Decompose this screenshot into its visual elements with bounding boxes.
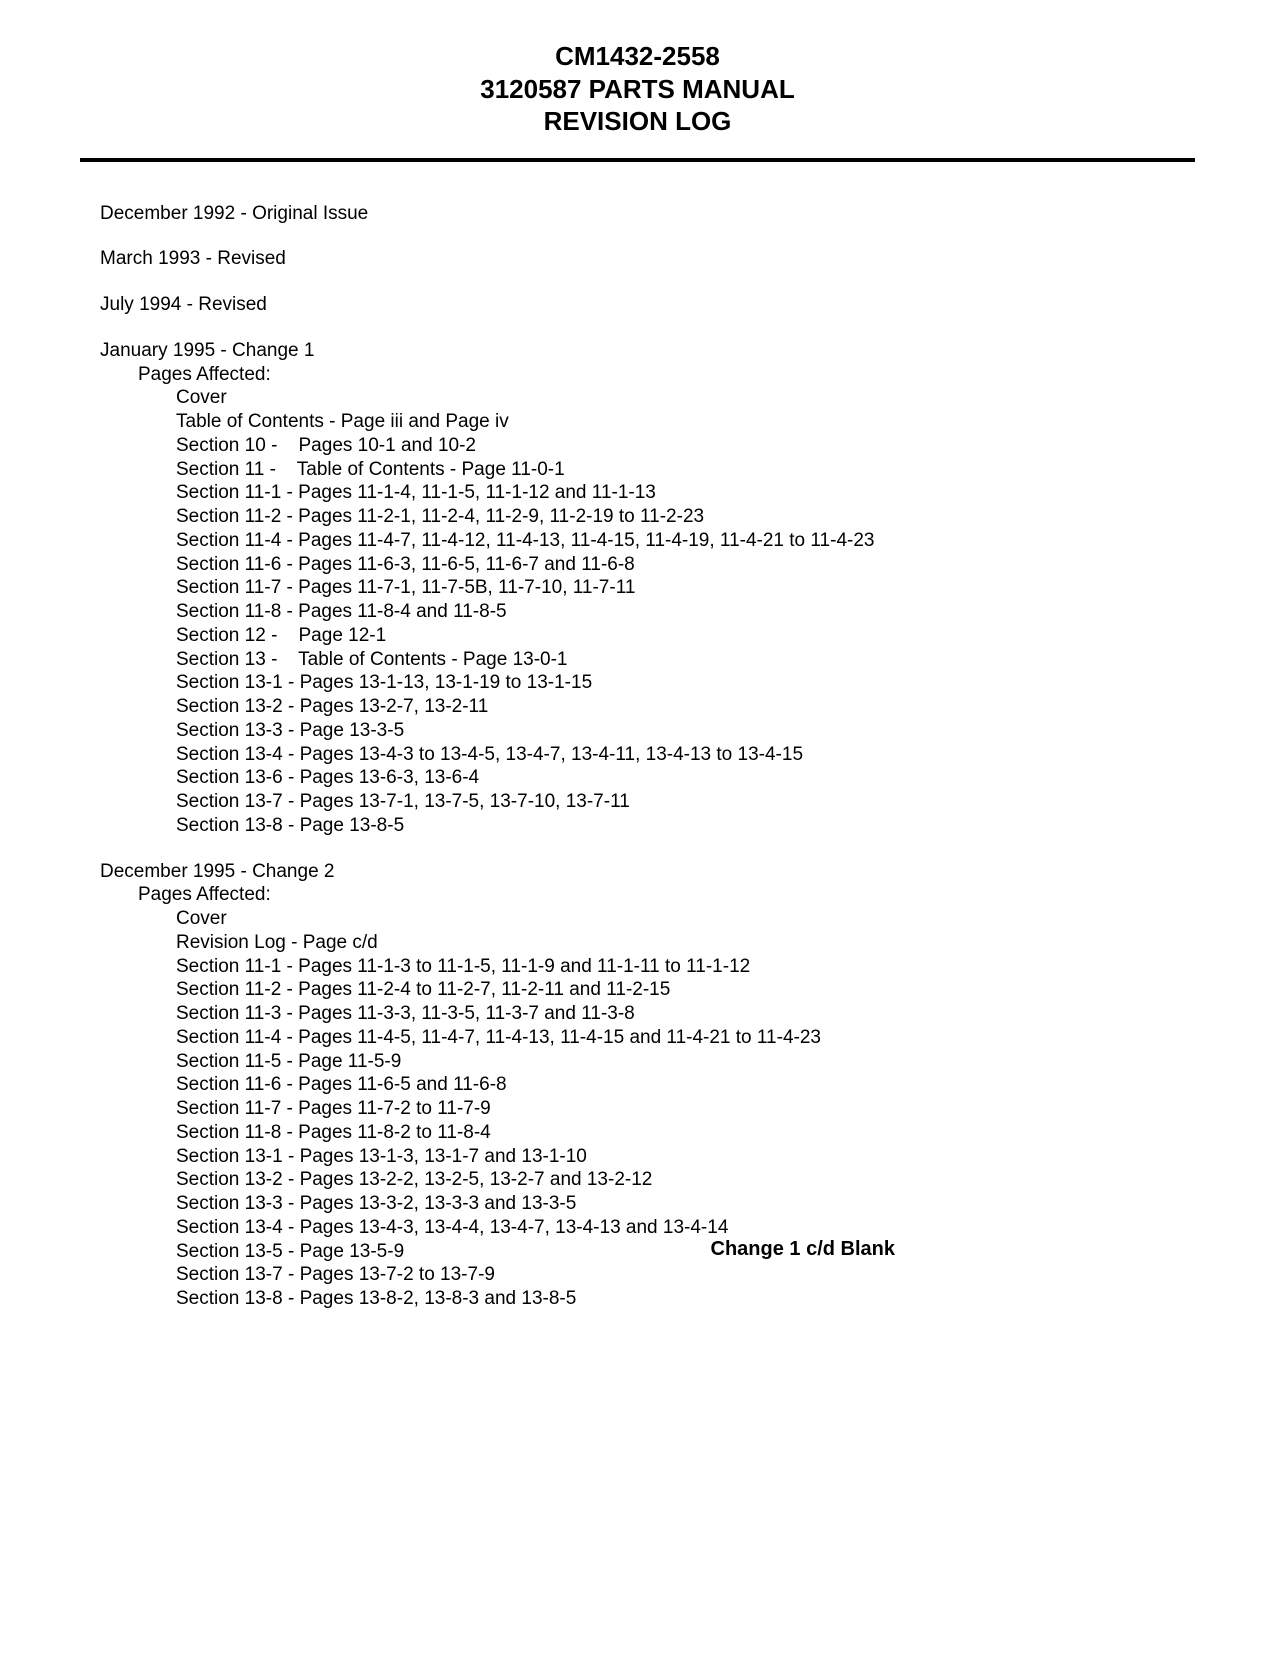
affected-line: Section 11-1 - Pages 11-1-4, 11-1-5, 11-… — [176, 481, 1195, 505]
page: CM1432-2558 3120587 PARTS MANUAL REVISIO… — [0, 0, 1275, 1656]
affected-line: Section 13-3 - Pages 13-3-2, 13-3-3 and … — [176, 1192, 1195, 1216]
revision-entry-heading: December 1992 - Original Issue — [100, 202, 1195, 226]
affected-line: Section 11-8 - Pages 11-8-2 to 11-8-4 — [176, 1121, 1195, 1145]
affected-line: Section 11-7 - Pages 11-7-1, 11-7-5B, 11… — [176, 576, 1195, 600]
revision-entry: December 1995 - Change 2Pages Affected:C… — [100, 860, 1195, 1311]
affected-line: Section 13 - Table of Contents - Page 13… — [176, 648, 1195, 672]
revision-log-body: December 1992 - Original Issue March 1993… — [100, 202, 1195, 1311]
page-footer: Change 1 c/d Blank — [711, 1238, 896, 1261]
affected-lines: CoverRevision Log - Page c/dSection 11-1… — [176, 907, 1195, 1311]
revision-entry: July 1994 - Revised — [100, 293, 1195, 317]
affected-line: Section 13-3 - Page 13-3-5 — [176, 719, 1195, 743]
affected-line: Cover — [176, 907, 1195, 931]
header-rule — [80, 158, 1195, 162]
affected-line: Section 10 - Pages 10-1 and 10-2 — [176, 434, 1195, 458]
header-line-3: REVISION LOG — [80, 105, 1195, 138]
header-line-2: 3120587 PARTS MANUAL — [80, 73, 1195, 106]
affected-line: Section 11 - Table of Contents - Page 11… — [176, 458, 1195, 482]
affected-line: Section 11-1 - Pages 11-1-3 to 11-1-5, 1… — [176, 955, 1195, 979]
revision-entry: December 1992 - Original Issue — [100, 202, 1195, 226]
document-header: CM1432-2558 3120587 PARTS MANUAL REVISIO… — [80, 40, 1195, 138]
affected-line: Section 13-7 - Pages 13-7-1, 13-7-5, 13-… — [176, 790, 1195, 814]
affected-line: Section 11-6 - Pages 11-6-5 and 11-6-8 — [176, 1073, 1195, 1097]
revision-entry-heading: December 1995 - Change 2 — [100, 860, 1195, 884]
header-line-1: CM1432-2558 — [80, 40, 1195, 73]
affected-line: Section 11-3 - Pages 11-3-3, 11-3-5, 11-… — [176, 1002, 1195, 1026]
affected-line: Section 13-8 - Pages 13-8-2, 13-8-3 and … — [176, 1287, 1195, 1311]
affected-line: Section 11-2 - Pages 11-2-4 to 11-2-7, 1… — [176, 978, 1195, 1002]
revision-entry: March 1993 - Revised — [100, 247, 1195, 271]
affected-line: Section 13-4 - Pages 13-4-3, 13-4-4, 13-… — [176, 1216, 1195, 1240]
affected-line: Section 13-2 - Pages 13-2-2, 13-2-5, 13-… — [176, 1168, 1195, 1192]
affected-line: Section 11-6 - Pages 11-6-3, 11-6-5, 11-… — [176, 553, 1195, 577]
affected-line: Section 13-2 - Pages 13-2-7, 13-2-11 — [176, 695, 1195, 719]
footer-text: Change 1 c/d Blank — [711, 1238, 896, 1260]
affected-line: Section 13-1 - Pages 13-1-3, 13-1-7 and … — [176, 1145, 1195, 1169]
revision-entry: January 1995 - Change 1Pages Affected:Co… — [100, 339, 1195, 838]
affected-line: Section 11-4 - Pages 11-4-5, 11-4-7, 11-… — [176, 1026, 1195, 1050]
affected-line: Section 11-5 - Page 11-5-9 — [176, 1050, 1195, 1074]
affected-line: Section 13-4 - Pages 13-4-3 to 13-4-5, 1… — [176, 743, 1195, 767]
revision-entry-heading: March 1993 - Revised — [100, 247, 1195, 271]
affected-line: Table of Contents - Page iii and Page iv — [176, 410, 1195, 434]
affected-line: Section 12 - Page 12-1 — [176, 624, 1195, 648]
affected-line: Section 11-7 - Pages 11-7-2 to 11-7-9 — [176, 1097, 1195, 1121]
affected-line: Section 13-1 - Pages 13-1-13, 13-1-19 to… — [176, 671, 1195, 695]
affected-lines: CoverTable of Contents - Page iii and Pa… — [176, 386, 1195, 837]
affected-line: Section 11-2 - Pages 11-2-1, 11-2-4, 11-… — [176, 505, 1195, 529]
affected-line: Revision Log - Page c/d — [176, 931, 1195, 955]
affected-line: Section 13-7 - Pages 13-7-2 to 13-7-9 — [176, 1263, 1195, 1287]
affected-line: Cover — [176, 386, 1195, 410]
affected-line: Section 13-5 - Page 13-5-9 — [176, 1240, 1195, 1264]
affected-line: Section 13-6 - Pages 13-6-3, 13-6-4 — [176, 766, 1195, 790]
revision-entry-heading: July 1994 - Revised — [100, 293, 1195, 317]
affected-line: Section 11-8 - Pages 11-8-4 and 11-8-5 — [176, 600, 1195, 624]
pages-affected-label: Pages Affected: — [138, 883, 1195, 907]
pages-affected-label: Pages Affected: — [138, 363, 1195, 387]
revision-entry-heading: January 1995 - Change 1 — [100, 339, 1195, 363]
affected-line: Section 13-8 - Page 13-8-5 — [176, 814, 1195, 838]
affected-line: Section 11-4 - Pages 11-4-7, 11-4-12, 11… — [176, 529, 1195, 553]
